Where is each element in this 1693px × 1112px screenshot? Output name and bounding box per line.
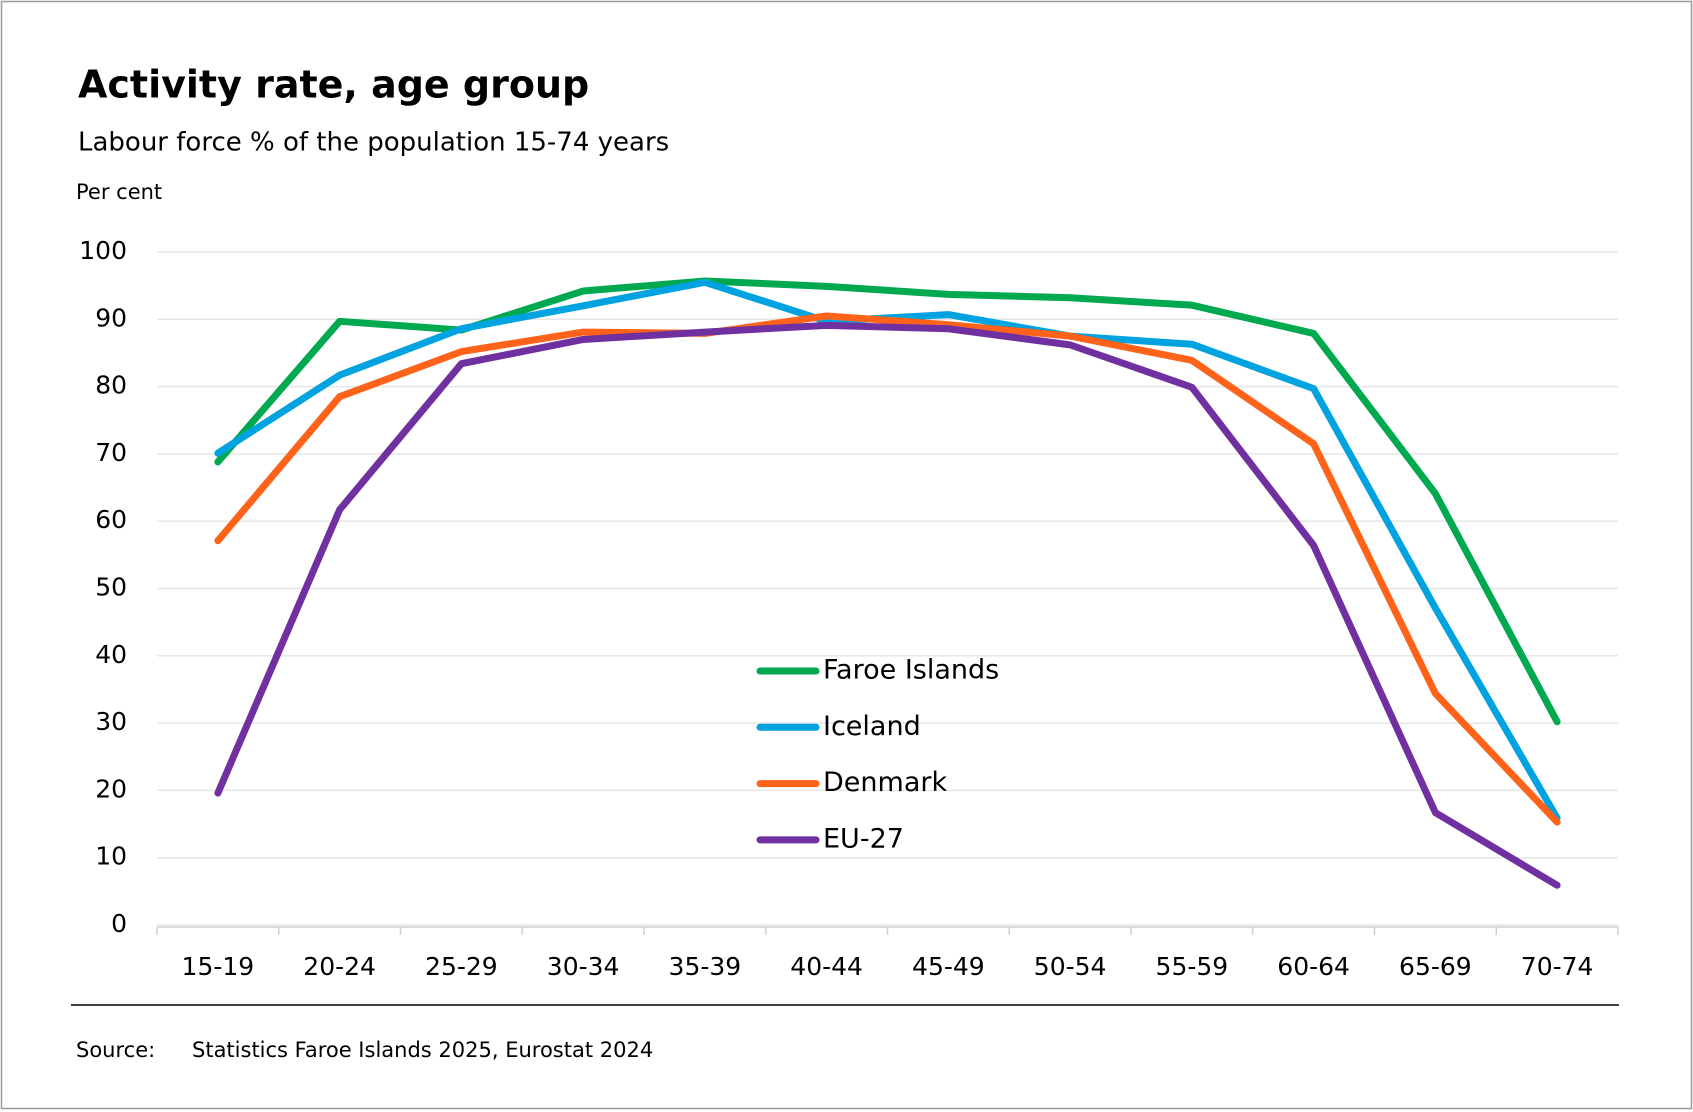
- source-label: Source:: [76, 1038, 155, 1062]
- y-tick-label: 30: [95, 707, 127, 736]
- y-tick-label: 80: [95, 371, 127, 400]
- legend-label: EU-27: [823, 823, 904, 854]
- x-tick-label: 15-19: [182, 952, 255, 981]
- y-tick-label: 90: [95, 303, 127, 332]
- x-tick-label: 70-74: [1521, 952, 1594, 981]
- legend-label: Denmark: [823, 767, 947, 798]
- series-line: [214, 321, 1561, 889]
- series-line: [214, 277, 1561, 726]
- chart-subtitle: Labour force % of the population 15-74 y…: [78, 128, 669, 158]
- x-tick-label: 50-54: [1034, 952, 1107, 981]
- series-line: [214, 312, 1561, 826]
- legend-label: Iceland: [823, 711, 921, 742]
- x-tick-label: 45-49: [912, 952, 985, 981]
- x-tick-label: 35-39: [669, 952, 742, 981]
- x-tick-label: 40-44: [790, 952, 863, 981]
- y-tick-label: 40: [95, 640, 127, 669]
- y-tick-label: 60: [95, 505, 127, 534]
- x-tick-label: 65-69: [1399, 952, 1472, 981]
- x-tick-label: 25-29: [425, 952, 498, 981]
- y-tick-label: 0: [111, 909, 127, 938]
- y-axis-label: Per cent: [76, 180, 162, 204]
- chart-title: Activity rate, age group: [78, 63, 589, 107]
- y-tick-label: 20: [95, 774, 127, 803]
- y-tick-label: 50: [95, 573, 127, 602]
- y-tick-label: 100: [79, 236, 127, 265]
- x-tick-label: 60-64: [1277, 952, 1350, 981]
- source: Statistics Faroe Islands 2025, Eurostat …: [192, 1038, 653, 1062]
- y-tick-label: 10: [95, 842, 127, 871]
- x-tick-label: 30-34: [547, 952, 620, 981]
- legend-label: Faroe Islands: [823, 655, 999, 686]
- x-tick-label: 55-59: [1156, 952, 1229, 981]
- x-tick-label: 20-24: [303, 952, 376, 981]
- y-tick-label: 70: [95, 438, 127, 467]
